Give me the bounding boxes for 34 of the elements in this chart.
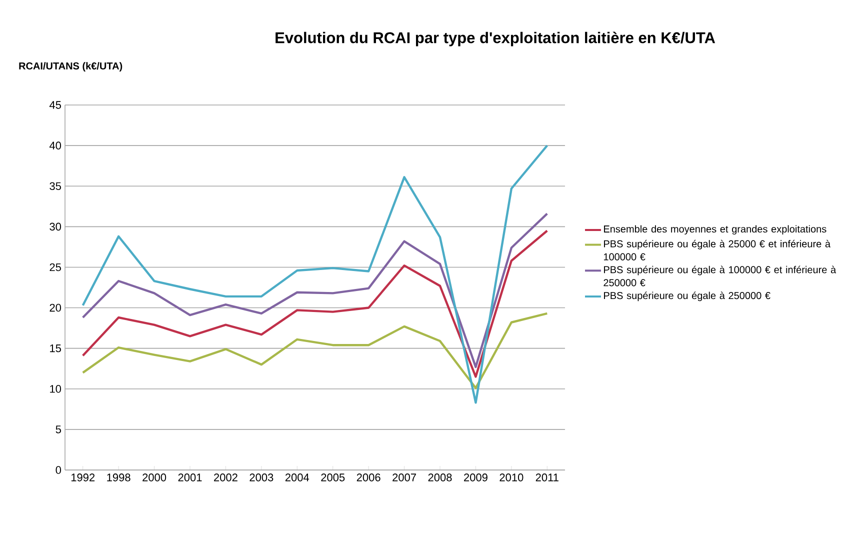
x-tick-label: 2008 xyxy=(428,474,452,482)
y-axis-title: RCAI/UTANS (k€/UTA) xyxy=(19,62,122,72)
x-tick-label: 2006 xyxy=(356,474,380,482)
chart-title: Evolution du RCAI par type d'exploitation laitière en K€/UTA xyxy=(276,32,716,46)
x-tick-label: 2003 xyxy=(250,474,274,482)
y-tick-label: 30 xyxy=(50,222,62,231)
x-tick-label: 1998 xyxy=(107,474,130,482)
legend-label: Ensemble des moyennes et grandes exploitations xyxy=(604,225,826,235)
y-tick-label: 25 xyxy=(50,263,61,272)
legend-label: PBS supérieure ou égale à 100000 € et inférieure à 250000 € xyxy=(604,266,836,286)
x-tick-label: 2005 xyxy=(321,474,345,482)
x-tick-label: 2004 xyxy=(285,474,310,482)
x-tick-label: 2007 xyxy=(392,474,416,482)
line-series xyxy=(82,312,548,390)
line-series xyxy=(82,212,548,368)
x-tick-label: 2009 xyxy=(464,474,488,482)
y-tick-label: 10 xyxy=(50,385,62,393)
line-series xyxy=(82,230,548,378)
x-tick-label: 2010 xyxy=(500,474,524,482)
legend-label: PBS supérieure ou égale à 25000 € et inférieure à 100000 € xyxy=(604,240,831,260)
y-tick-label: 15 xyxy=(50,344,61,352)
y-tick-label: 5 xyxy=(56,426,61,434)
x-tick-label: 2000 xyxy=(142,474,166,482)
x-tick-label: 2011 xyxy=(536,474,558,482)
legend-label: PBS supérieure ou égale à 250000 € xyxy=(604,292,770,302)
y-tick-label: 20 xyxy=(50,304,62,312)
x-tick-label: 2001 xyxy=(178,474,202,482)
x-tick-label: 1992 xyxy=(71,474,95,482)
y-tick-label: 40 xyxy=(49,142,62,150)
line-series xyxy=(82,144,548,404)
y-tick-label: 0 xyxy=(56,466,62,474)
y-tick-label: 35 xyxy=(50,182,61,190)
y-tick-label: 45 xyxy=(49,101,61,109)
x-tick-label: 2002 xyxy=(214,474,238,482)
